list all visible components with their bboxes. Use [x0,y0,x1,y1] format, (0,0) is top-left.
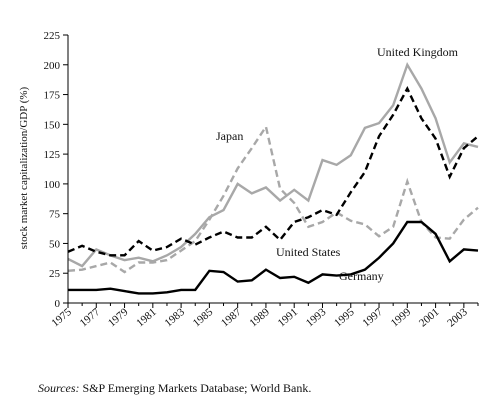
series-labels: United Kingdom Japan United States Germany [216,45,459,283]
series-line-united-kingdom [67,61,479,268]
source-note-lead: Sources: [38,381,80,395]
series-label-japan: Japan [216,129,243,143]
y-tick-label: 50 [49,238,61,250]
source-note-text: S&P Emerging Markets Database; World Ban… [79,381,312,395]
y-tick-label: 125 [44,149,61,161]
x-axis-ticks: 1975 1977 1979 1981 1983 1985 1987 1989 1991 1993… [49,303,479,330]
series-lines [67,61,479,295]
y-tick-label: 175 [44,90,61,102]
y-axis-ticks: 0 25 50 75 100 125 150 175 200 225 [44,30,68,310]
series-label-united-kingdom: United Kingdom [377,45,459,59]
x-tick-label: 1977 [78,306,103,330]
x-tick-label: 1989 [247,306,272,330]
x-tick-label: 1991 [276,306,301,329]
x-tick-label: 1981 [134,306,159,329]
y-tick-label: 0 [55,298,61,310]
source-note: Sources: S&P Emerging Markets Database; … [38,381,311,396]
x-tick-label: 1995 [332,306,357,330]
x-tick-label: 1983 [162,306,187,330]
x-tick-label: 1975 [49,306,74,330]
y-tick-label: 200 [44,60,61,72]
y-tick-label: 150 [44,119,61,131]
series-label-united-states: United States [276,245,341,259]
series-line-japan [67,123,479,274]
x-tick-label: 1999 [389,306,414,330]
y-tick-label: 225 [44,30,61,42]
x-tick-label: 2001 [417,306,442,329]
series-line-germany [68,220,479,295]
x-tick-label: 1979 [106,306,131,330]
series-label-germany: Germany [339,269,384,283]
x-tick-label: 1985 [191,306,216,330]
x-tick-label: 1993 [304,306,329,330]
y-tick-label: 75 [49,209,61,221]
y-tick-label: 100 [44,179,61,191]
y-axis-title: stock market capitalization/GDP (%) [18,86,30,249]
axes [67,35,478,304]
y-tick-label: 25 [49,268,61,280]
x-tick-label: 1987 [219,306,244,330]
series-line-united-states [67,85,479,257]
x-tick-label: 1997 [360,306,385,330]
x-tick-label: 2003 [445,306,470,330]
